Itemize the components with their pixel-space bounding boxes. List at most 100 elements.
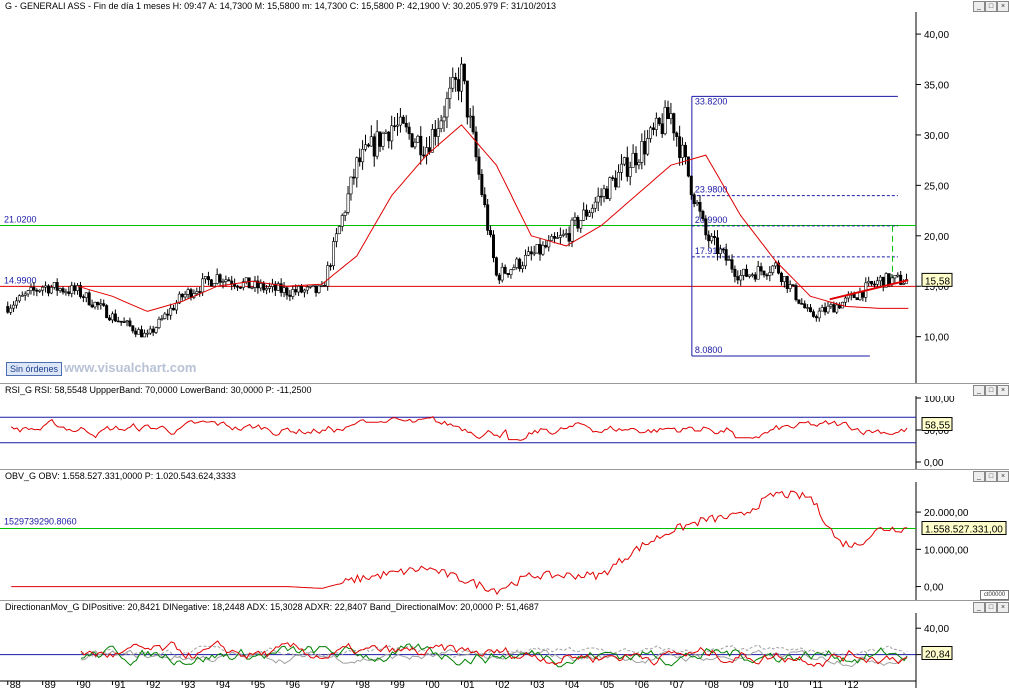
candle-body (154, 327, 158, 333)
candle-body (835, 304, 839, 313)
candle-body (209, 279, 213, 287)
minimize-button[interactable]: _ (973, 602, 985, 613)
candle-body (116, 320, 120, 323)
candle-body (49, 287, 53, 294)
candle-body (215, 274, 219, 284)
candle-body (820, 307, 824, 312)
candle-body (404, 122, 408, 128)
hline-low-label: 14.9900 (4, 275, 37, 285)
candle-body (172, 307, 176, 311)
di-positive-line (80, 643, 908, 668)
y-tick-label: 20,00 (924, 232, 949, 243)
candle-body (689, 175, 693, 195)
candle-body (826, 305, 830, 313)
maximize-button[interactable]: □ (985, 602, 997, 613)
candle-body (544, 245, 548, 248)
minimize-button[interactable]: _ (973, 1, 985, 12)
candle-body (46, 285, 50, 294)
sin-ordenes-button[interactable]: Sin órdenes (6, 362, 63, 376)
minimize-button[interactable]: _ (973, 471, 985, 482)
candle-body (567, 233, 571, 242)
candle-body (84, 292, 88, 298)
y-tick-label: 100,00 (924, 396, 955, 405)
candle-body (96, 301, 100, 306)
candle-body (372, 136, 376, 157)
candle-body (483, 194, 487, 206)
candle-body (640, 141, 644, 163)
price-header: G - GENERALI ASS - Fin de día 1 meses H:… (5, 1, 557, 11)
obv-badge: 1.558.527.331,00 (925, 525, 1003, 536)
y-tick-label: 35,00 (924, 81, 949, 92)
candle-body (558, 235, 562, 238)
zoom-box[interactable]: ct00000 (980, 590, 1009, 600)
candle-body (617, 172, 621, 188)
candle-body (814, 316, 818, 319)
minimize-button[interactable]: _ (973, 385, 985, 396)
rsi-panel: RSI_G RSI: 58,5548 UppperBand: 70,0000 L… (0, 383, 1009, 470)
candle-body (550, 236, 554, 241)
candle-body (105, 305, 109, 319)
candle-body (300, 286, 304, 293)
candle-body (788, 284, 792, 289)
candle-body (582, 209, 586, 221)
candle-body (87, 292, 91, 306)
candle-body (259, 283, 263, 289)
adxr-line (80, 644, 908, 658)
candle-body (532, 252, 536, 255)
candle-body (285, 287, 289, 296)
candle-body (282, 287, 286, 293)
candle-body (422, 154, 426, 157)
rsi-chart[interactable]: 100,00 50,00 0,00 58,55 (0, 396, 1009, 470)
close-button[interactable]: × (997, 602, 1009, 613)
candle-body (590, 207, 594, 213)
watermark: www.visualchart.com (64, 360, 197, 375)
candle-body (297, 286, 301, 293)
candle-body (759, 266, 763, 272)
close-button[interactable]: × (997, 1, 1009, 12)
candle-body (201, 278, 205, 293)
candle-body (593, 201, 597, 209)
candle-body (334, 233, 338, 242)
candle-body (675, 132, 679, 137)
candle-body (518, 258, 522, 269)
candle-body (355, 157, 359, 179)
maximize-button[interactable]: □ (985, 1, 997, 12)
obv-chart[interactable]: 20.000,00 10.000,00 0,00 1529739290.8060 1.5… (0, 482, 1009, 601)
price-chart[interactable]: 10,00 15,00 20,00 25,00 30,00 35,00 40,00 21.02… (0, 12, 1009, 383)
candle-body (512, 267, 516, 270)
candle-body (416, 135, 420, 143)
candle-body (535, 244, 539, 254)
di-negative-line (80, 640, 908, 668)
close-button[interactable]: × (997, 385, 1009, 396)
candle-body (803, 303, 807, 309)
candle-body (76, 285, 80, 291)
candle-body (238, 287, 242, 289)
fib-level-label: 17.9100 (695, 246, 728, 256)
candle-body (195, 291, 199, 294)
candle-body (503, 266, 507, 274)
price-panel: G - GENERALI ASS - Fin de día 1 meses H:… (0, 0, 1009, 383)
obv-header: OBV_G OBV: 1.558.527.331,0000 P: 1.020.5… (5, 471, 236, 481)
y-tick-label: 0,00 (924, 583, 944, 594)
candle-body (459, 63, 463, 92)
x-tick-label: 95 (254, 680, 266, 688)
y-tick-label: 10.000,00 (924, 545, 969, 556)
candle-body (657, 117, 661, 125)
x-tick-label: 05 (603, 680, 615, 688)
candle-body (151, 328, 155, 333)
maximize-button[interactable]: □ (985, 385, 997, 396)
x-tick-label: 00 (429, 680, 441, 688)
candle-body (718, 248, 722, 254)
maximize-button[interactable]: □ (985, 471, 997, 482)
candle-body (349, 176, 353, 195)
dmi-chart[interactable]: 40,0020,0020,848889909192939495969798990… (0, 613, 1009, 688)
candle-body (20, 295, 24, 297)
candle-body (605, 188, 609, 200)
close-button[interactable]: × (997, 471, 1009, 482)
candle-body (99, 303, 103, 306)
moving-average-line (77, 124, 909, 312)
candle-body (747, 274, 751, 277)
candle-body (93, 301, 97, 308)
candle-body (756, 266, 760, 280)
candle-body (67, 291, 71, 294)
